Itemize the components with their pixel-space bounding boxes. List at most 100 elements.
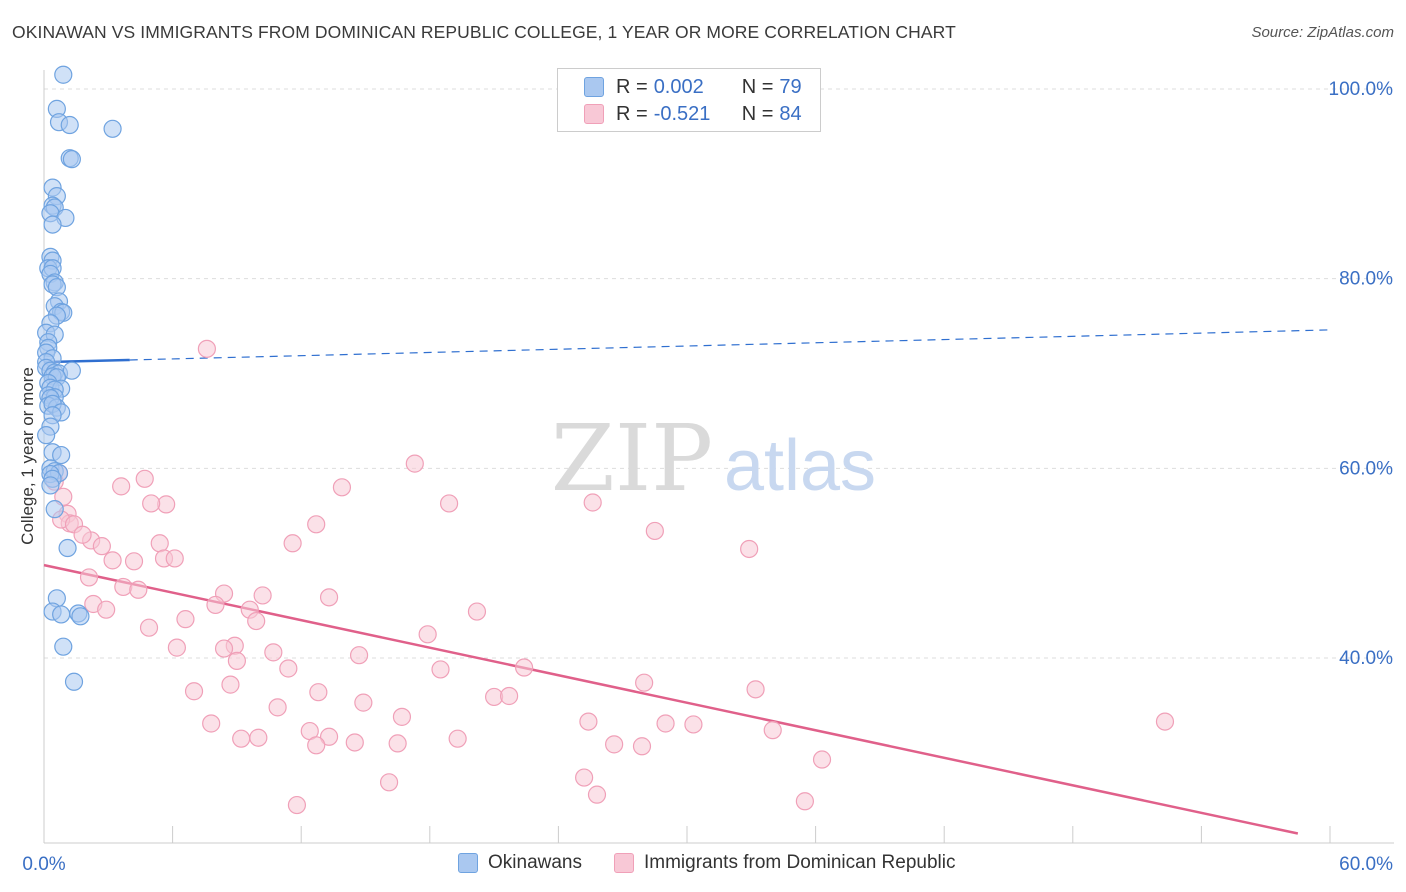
data-point-dominican xyxy=(515,658,534,677)
axes xyxy=(43,70,1394,844)
data-point-dominican xyxy=(227,651,246,670)
data-point-dominican xyxy=(73,525,92,544)
data-point-dominican xyxy=(379,773,399,792)
x-tick-label: 60.0% xyxy=(1339,854,1393,875)
data-point-dominican xyxy=(142,494,161,513)
data-point-dominican xyxy=(319,588,339,607)
data-point-dominican xyxy=(605,735,624,754)
data-point-dominican xyxy=(232,729,251,748)
data-point-okinawan xyxy=(37,426,56,445)
x-tick-label: 0.0% xyxy=(22,854,65,875)
data-point-dominican xyxy=(587,785,607,804)
data-point-dominican xyxy=(79,568,99,587)
data-point-dominican xyxy=(812,750,832,769)
data-point-dominican xyxy=(247,611,266,631)
data-point-dominican xyxy=(97,600,116,619)
data-point-dominican xyxy=(129,580,148,599)
data-point-dominican xyxy=(635,673,654,692)
data-point-dominican xyxy=(283,534,302,553)
y-tick-label: 100.0% xyxy=(1329,79,1394,100)
data-point-dominican xyxy=(307,736,326,755)
data-point-dominican xyxy=(103,551,122,570)
y-tick-label: 60.0% xyxy=(1339,458,1393,479)
data-point-dominican xyxy=(354,693,373,712)
tick-labels: 100.0% 80.0% 60.0% 40.0% 0.0% 60.0% xyxy=(22,79,1393,875)
legend-label-okinawans: Okinawans xyxy=(488,852,582,873)
data-point-dominican xyxy=(448,729,467,748)
data-point-dominican xyxy=(645,521,664,541)
data-point-dominican xyxy=(309,683,328,702)
data-point-dominican xyxy=(392,707,412,726)
legend-swatch-pink xyxy=(584,104,604,124)
data-point-dominican xyxy=(439,494,459,513)
data-point-dominican xyxy=(1155,712,1175,731)
data-point-okinawan xyxy=(62,150,81,169)
correlation-legend: R = 0.002 N = 79 R = -0.521 N = 84 xyxy=(557,68,821,132)
data-point-dominican xyxy=(740,539,759,559)
legend-item-dominican: Immigrants from Dominican Republic xyxy=(614,852,956,874)
data-point-okinawan xyxy=(103,119,122,138)
data-point-dominican xyxy=(388,734,407,753)
legend-r-value: 0.002 xyxy=(653,75,704,98)
data-point-okinawan xyxy=(54,65,73,84)
data-point-dominican xyxy=(112,477,131,496)
data-point-dominican xyxy=(583,493,602,512)
data-point-dominican xyxy=(114,577,133,597)
data-point-dominican xyxy=(249,728,268,747)
data-point-dominican xyxy=(319,727,339,746)
legend-r-label: R = xyxy=(616,75,648,98)
data-point-dominican xyxy=(264,643,283,662)
trend-line-okinawans-dashed xyxy=(129,329,1331,361)
series-legend: Okinawans Immigrants from Dominican Repu… xyxy=(458,852,988,874)
data-point-okinawan xyxy=(60,115,79,135)
data-point-dominican xyxy=(287,795,307,815)
chart-title: OKINAWAN VS IMMIGRANTS FROM DOMINICAN RE… xyxy=(12,22,956,42)
data-point-okinawan xyxy=(54,637,73,656)
y-axis-label: College, 1 year or more xyxy=(18,367,37,545)
legend-n-value: 84 xyxy=(779,102,802,125)
data-point-dominican xyxy=(405,454,424,473)
data-point-okinawan xyxy=(43,215,62,234)
data-point-dominican xyxy=(206,595,225,615)
data-point-dominican xyxy=(332,478,352,497)
data-point-dominican xyxy=(253,586,272,605)
legend-n-value: 79 xyxy=(779,75,802,98)
data-point-dominican xyxy=(167,638,186,657)
watermark-atlas: atlas xyxy=(724,426,876,506)
data-point-dominican xyxy=(349,646,369,665)
data-point-dominican xyxy=(176,610,195,629)
data-point-okinawan xyxy=(45,500,64,519)
data-point-dominican xyxy=(124,552,144,571)
data-point-dominican xyxy=(467,602,487,621)
legend-n-label: N = xyxy=(741,75,774,98)
data-point-dominican xyxy=(345,733,364,752)
legend-item-okinawans: Okinawans xyxy=(458,852,582,874)
data-point-dominican xyxy=(763,721,782,740)
data-point-dominican xyxy=(431,660,450,679)
legend-row-dominican: R = -0.521 N = 84 xyxy=(584,102,802,126)
data-point-dominican xyxy=(746,680,765,699)
data-point-dominican xyxy=(500,686,519,706)
legend-swatch-blue xyxy=(584,77,604,97)
data-point-dominican xyxy=(139,618,159,637)
data-point-okinawan xyxy=(58,538,77,558)
y-tick-label: 40.0% xyxy=(1339,648,1393,669)
legend-row-okinawans: R = 0.002 N = 79 xyxy=(584,75,802,99)
data-point-dominican xyxy=(150,534,169,553)
data-point-dominican xyxy=(135,469,154,488)
data-point-dominican xyxy=(279,659,298,678)
gridlines xyxy=(44,88,1394,659)
data-point-dominican xyxy=(184,682,204,701)
data-point-dominican xyxy=(485,687,504,707)
data-point-okinawan xyxy=(41,476,60,495)
data-point-dominican xyxy=(684,715,703,734)
data-point-dominican xyxy=(54,487,73,506)
watermark: ZIP atlas xyxy=(551,405,876,512)
legend-r-label: R = xyxy=(616,102,648,125)
data-point-okinawan xyxy=(62,361,81,380)
data-point-dominican xyxy=(92,537,111,556)
data-point-dominican xyxy=(632,737,652,756)
legend-n-label: N = xyxy=(741,102,774,125)
legend-swatch-blue xyxy=(458,853,478,873)
